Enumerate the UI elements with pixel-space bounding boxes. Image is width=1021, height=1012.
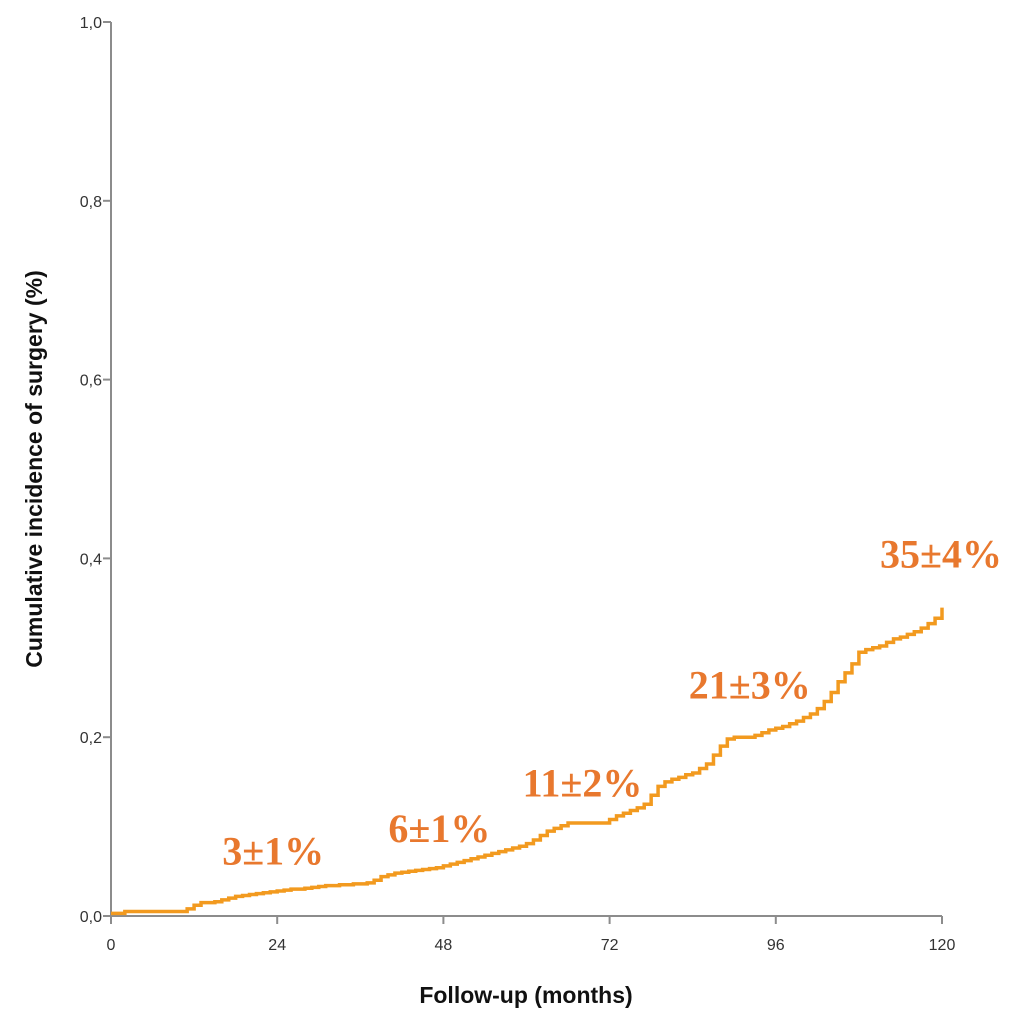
y-axis-title: Cumulative incidence of surgery (%) [21, 270, 47, 667]
y-tick-label: 0,8 [80, 194, 102, 211]
axes-layer [110, 22, 942, 917]
y-tick-label: 1,0 [80, 15, 102, 32]
y-tick-label: 0,0 [80, 909, 102, 926]
y-ticks: 0,0 0,2 0,4 0,6 0,8 1,0 [80, 15, 111, 926]
y-tick-label: 0,2 [80, 730, 102, 747]
annotation-label: 21±3% [689, 662, 811, 707]
y-tick-label: 0,4 [80, 551, 102, 568]
x-tick-label: 48 [435, 937, 453, 954]
y-tick-label: 0,6 [80, 373, 102, 390]
x-tick-label: 0 [107, 937, 116, 954]
x-tick-label: 96 [767, 937, 785, 954]
x-tick-label: 120 [929, 937, 956, 954]
annotations: 3±1% 6±1% 11±2% 21±3% 35±4% [222, 532, 1002, 874]
cumulative-incidence-curve [111, 607, 944, 916]
x-tick-label: 24 [268, 937, 286, 954]
annotation-label: 3±1% [222, 828, 324, 873]
series-layer [111, 607, 944, 916]
annotation-label: 35±4% [880, 532, 1002, 577]
x-tick-label: 72 [601, 937, 619, 954]
annotation-label: 6±1% [388, 806, 490, 851]
annotation-label: 11±2% [523, 760, 643, 805]
x-axis-title: Follow-up (months) [419, 982, 632, 1008]
x-ticks: 0 24 48 72 96 120 [107, 916, 956, 954]
